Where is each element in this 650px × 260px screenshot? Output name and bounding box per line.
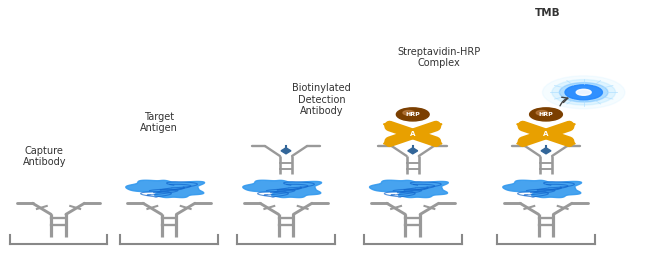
Circle shape (536, 110, 548, 115)
Polygon shape (408, 148, 418, 154)
Polygon shape (503, 180, 582, 198)
Text: A: A (410, 131, 415, 137)
Text: Streptavidin-HRP
Complex: Streptavidin-HRP Complex (397, 47, 480, 68)
Text: TMB: TMB (534, 8, 560, 18)
Polygon shape (370, 180, 448, 198)
Text: HRP: HRP (539, 112, 553, 117)
Polygon shape (281, 148, 291, 154)
Circle shape (576, 89, 592, 95)
Circle shape (396, 108, 429, 121)
Polygon shape (126, 180, 205, 198)
Text: Biotinylated
Detection
Antibody: Biotinylated Detection Antibody (292, 83, 351, 116)
Circle shape (530, 108, 562, 121)
Polygon shape (541, 148, 551, 154)
Circle shape (543, 76, 625, 109)
Circle shape (560, 83, 608, 102)
Text: Target
Antigen: Target Antigen (140, 112, 178, 133)
Polygon shape (243, 180, 322, 198)
Circle shape (565, 85, 603, 100)
Circle shape (552, 80, 616, 105)
Text: HRP: HRP (406, 112, 420, 117)
Text: Capture
Antibody: Capture Antibody (23, 146, 66, 167)
Text: A: A (543, 131, 549, 137)
Circle shape (403, 110, 415, 115)
